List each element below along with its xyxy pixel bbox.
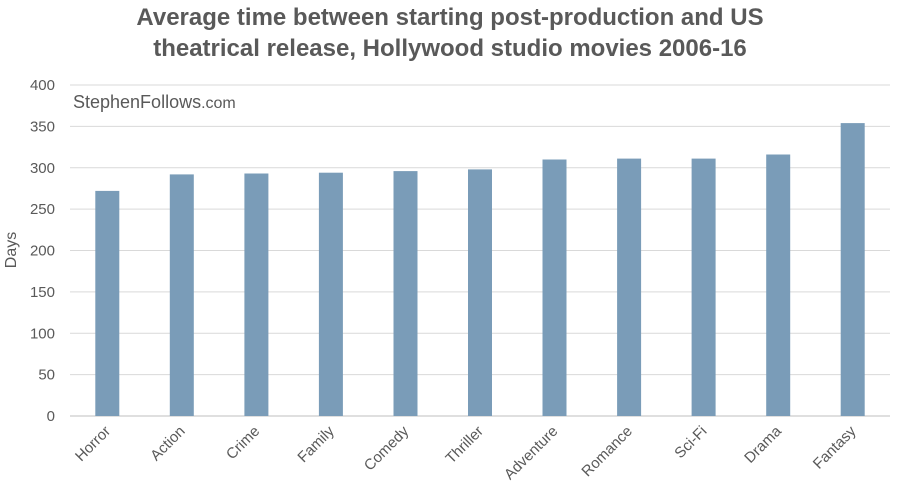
bar-thriller: [468, 169, 492, 416]
x-tick-label: Fantasy: [810, 422, 860, 472]
watermark-brand: StephenFollows: [73, 92, 201, 112]
bar-sci-fi: [691, 158, 716, 416]
bar-action: [169, 174, 194, 416]
watermark: StephenFollows.com: [73, 92, 236, 112]
bar-crime: [244, 173, 269, 416]
x-tick-label: Family: [294, 422, 338, 466]
bar-romance: [617, 158, 642, 416]
x-tick-label: Action: [147, 423, 189, 465]
x-tick-label: Romance: [579, 423, 636, 480]
y-tick-label: 150: [30, 284, 55, 301]
x-axis-ticks: Horror Action Crime Family Comedy Thriller Adv…: [72, 422, 860, 483]
bar-family: [318, 172, 343, 416]
x-tick-label: Drama: [741, 422, 785, 466]
y-tick-label: 0: [47, 408, 55, 425]
bar-adventure: [542, 159, 567, 416]
x-tick-label: Sci-Fi: [671, 423, 710, 462]
chart-title-line-2: theatrical release, Hollywood studio mov…: [153, 35, 747, 62]
chart-title: Average time between starting post-produ…: [0, 2, 900, 64]
bar-fantasy: [840, 123, 865, 416]
y-tick-label: 100: [30, 325, 55, 342]
x-tick-label: Comedy: [361, 422, 413, 474]
bar-horror: [95, 190, 120, 416]
chart-title-line-1: Average time between starting post-produ…: [136, 4, 764, 31]
bar-drama: [766, 154, 791, 416]
y-tick-label: 250: [30, 201, 55, 218]
x-tick-label: Horror: [72, 423, 114, 465]
x-tick-label: Thriller: [442, 423, 486, 467]
y-tick-label: 50: [38, 367, 55, 384]
watermark-suffix: .com: [201, 95, 236, 112]
y-tick-label: 350: [30, 118, 55, 135]
y-axis-ticks: 0 50 100 150 200 250 300 350 400: [30, 77, 55, 425]
y-axis-label: Days: [3, 232, 20, 268]
y-tick-label: 400: [30, 77, 55, 94]
bar-comedy: [393, 171, 418, 416]
x-tick-label: Crime: [223, 423, 263, 463]
bars: [95, 123, 865, 416]
y-tick-label: 200: [30, 243, 55, 260]
x-tick-label: Adventure: [501, 423, 561, 483]
y-tick-label: 300: [30, 160, 55, 177]
